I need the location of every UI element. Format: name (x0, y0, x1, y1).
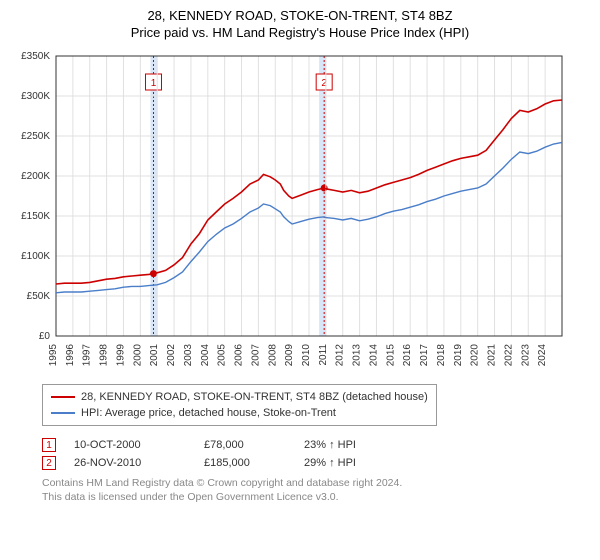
svg-text:2021: 2021 (487, 344, 498, 367)
title-line-1: 28, KENNEDY ROAD, STOKE-ON-TRENT, ST4 8B… (12, 8, 588, 23)
svg-text:2002: 2002 (166, 344, 177, 367)
chart-container: 28, KENNEDY ROAD, STOKE-ON-TRENT, ST4 8B… (0, 0, 600, 514)
svg-text:2001: 2001 (149, 344, 160, 367)
sale-marker-icon: 1 (42, 438, 56, 452)
svg-text:2015: 2015 (385, 344, 396, 367)
svg-text:£350K: £350K (21, 51, 50, 62)
svg-text:1997: 1997 (82, 344, 93, 367)
sale-price: £78,000 (204, 439, 304, 451)
attribution-line: Contains HM Land Registry data © Crown c… (42, 476, 588, 490)
attribution-line: This data is licensed under the Open Gov… (42, 490, 588, 504)
svg-text:2020: 2020 (470, 344, 481, 367)
legend-swatch (51, 412, 75, 414)
sales-list: 1 10-OCT-2000 £78,000 23% ↑ HPI 2 26-NOV… (42, 438, 588, 470)
svg-text:2006: 2006 (234, 344, 245, 367)
svg-text:2013: 2013 (352, 344, 363, 367)
svg-text:2008: 2008 (267, 344, 278, 367)
svg-text:2019: 2019 (453, 344, 464, 367)
svg-text:£250K: £250K (21, 131, 50, 142)
svg-text:1: 1 (151, 78, 157, 89)
sale-diff: 29% ↑ HPI (304, 457, 414, 469)
sale-date: 10-OCT-2000 (74, 439, 204, 451)
svg-text:£200K: £200K (21, 171, 50, 182)
svg-text:2014: 2014 (368, 344, 379, 367)
svg-text:2016: 2016 (402, 344, 413, 367)
svg-text:2017: 2017 (419, 344, 430, 367)
sale-date: 26-NOV-2010 (74, 457, 204, 469)
svg-text:2011: 2011 (318, 344, 329, 366)
svg-text:2: 2 (321, 78, 327, 89)
sale-row: 2 26-NOV-2010 £185,000 29% ↑ HPI (42, 456, 588, 470)
svg-text:1998: 1998 (99, 344, 110, 367)
svg-text:£150K: £150K (21, 211, 50, 222)
sale-diff: 23% ↑ HPI (304, 439, 414, 451)
svg-text:1996: 1996 (65, 344, 76, 367)
svg-text:£300K: £300K (21, 91, 50, 102)
svg-text:2003: 2003 (183, 344, 194, 367)
legend-box: 28, KENNEDY ROAD, STOKE-ON-TRENT, ST4 8B… (42, 384, 437, 426)
svg-text:2018: 2018 (436, 344, 447, 367)
svg-text:2009: 2009 (284, 344, 295, 367)
attribution-block: Contains HM Land Registry data © Crown c… (42, 476, 588, 504)
sale-row: 1 10-OCT-2000 £78,000 23% ↑ HPI (42, 438, 588, 452)
svg-text:1995: 1995 (48, 344, 59, 367)
svg-text:2010: 2010 (301, 344, 312, 367)
svg-text:2000: 2000 (132, 344, 143, 367)
svg-text:2012: 2012 (335, 344, 346, 367)
svg-text:2004: 2004 (200, 344, 211, 367)
legend-swatch (51, 396, 75, 398)
sale-marker-icon: 2 (42, 456, 56, 470)
svg-text:2023: 2023 (520, 344, 531, 367)
svg-text:2007: 2007 (250, 344, 261, 367)
legend-item: HPI: Average price, detached house, Stok… (51, 405, 428, 421)
legend-label: 28, KENNEDY ROAD, STOKE-ON-TRENT, ST4 8B… (81, 389, 428, 405)
sale-price: £185,000 (204, 457, 304, 469)
svg-text:2022: 2022 (503, 344, 514, 367)
legend-label: HPI: Average price, detached house, Stok… (81, 405, 336, 421)
title-block: 28, KENNEDY ROAD, STOKE-ON-TRENT, ST4 8B… (12, 8, 588, 40)
legend-item: 28, KENNEDY ROAD, STOKE-ON-TRENT, ST4 8B… (51, 389, 428, 405)
svg-text:1999: 1999 (115, 344, 126, 367)
svg-text:2024: 2024 (537, 344, 548, 367)
svg-text:£100K: £100K (21, 251, 50, 262)
title-line-2: Price paid vs. HM Land Registry's House … (12, 25, 588, 40)
svg-text:£0: £0 (39, 331, 51, 342)
svg-text:2005: 2005 (217, 344, 228, 367)
svg-text:£50K: £50K (27, 291, 51, 302)
chart-area: 1 2 £0 £50K £100K £150K £200K £250K £300K £350K 19… (12, 46, 588, 376)
line-chart-svg: 1 2 £0 £50K £100K £150K £200K £250K £300K £350K 19… (12, 46, 572, 376)
